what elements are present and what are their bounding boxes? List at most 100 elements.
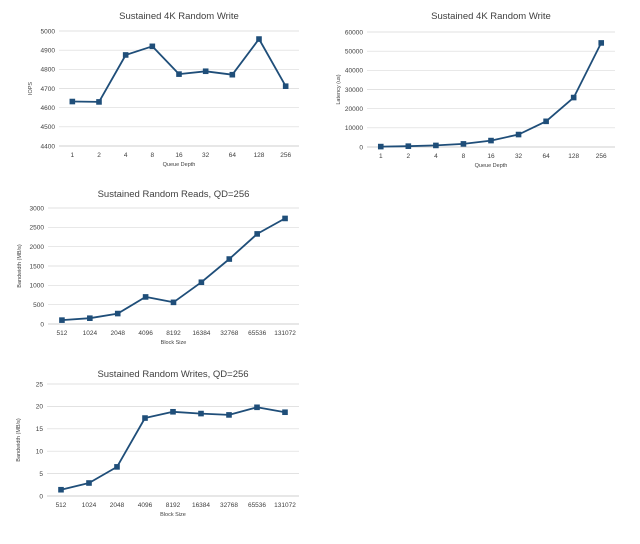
y-tick-label: 0 (40, 321, 44, 328)
chart-panel-sequential-writes: 0200400600800100012001400512102420484096… (13, 360, 640, 539)
y-tick-label: 40000 (345, 68, 363, 75)
chart-svg: 0200400600800100012001400512102420484096… (13, 369, 296, 518)
y-tick-label: 4500 (41, 124, 56, 131)
x-tick-label: 4096 (138, 330, 153, 337)
chart-panel-sequential-reads: 0100020003000400050006000512102420484096… (15, 180, 640, 360)
chart-title: Sustained Random Writes, QD=256 (97, 369, 248, 380)
y-tick-label: 1000 (30, 283, 45, 290)
data-point (142, 415, 148, 421)
data-point (460, 141, 467, 147)
data-point (96, 99, 102, 105)
chart-panel-random-write-latency: 0 10000 20000 30000 40000 50000 60000 1 2 4 8 16 32 6… (320, 0, 640, 180)
y-tick-label: 2000 (30, 244, 45, 251)
data-point (170, 299, 177, 306)
data-point (377, 143, 384, 150)
y-tick-label: 0 (39, 493, 43, 500)
data-point (226, 412, 232, 418)
x-tick-label: 8 (151, 152, 155, 159)
x-tick-label: 128 (254, 152, 265, 159)
data-point (142, 294, 149, 300)
y-tick-label: 15 (36, 426, 44, 433)
data-point (254, 404, 260, 411)
chart-panel-random-writes: 0 5 10 15 20 25 512 1024 2048 4096 8192 16384 32768 6… (0, 360, 320, 539)
x-tick-label: 64 (229, 152, 237, 159)
x-tick-label: 2 (97, 152, 101, 159)
x-tick-label: 1024 (83, 330, 98, 337)
y-tick-label: 10 (36, 449, 44, 456)
chart-svg: 4400 4500 4600 4700 4800 4900 5000 1 2 4 8 16 32 64 12… (28, 11, 299, 168)
data-point (282, 215, 288, 222)
chart-svg: 0100020003000400050006000512102420484096… (15, 189, 296, 346)
y-tick-label: 20 (36, 404, 44, 411)
x-axis-label: Block Size (161, 340, 187, 346)
y-tick-label: 5000 (41, 28, 56, 35)
chart-svg: 0 500 1000 1500 2000 2500 3000 512 1024 2048 4096 8… (17, 189, 299, 346)
y-tick-label: 25 (36, 381, 44, 388)
y-tick-label: 10000 (345, 125, 363, 132)
y-tick-label: 500 (33, 302, 44, 309)
data-point (58, 486, 64, 493)
data-point (229, 71, 236, 78)
data-point (570, 94, 577, 101)
data-point (226, 256, 233, 262)
data-point (59, 317, 65, 323)
y-tick-label: 20000 (345, 106, 363, 113)
data-point (488, 137, 494, 144)
y-tick-label: 4800 (41, 67, 56, 74)
chart-panel-random-reads: 0 500 1000 1500 2000 2500 3000 512 1024 2048 4096 8… (0, 180, 320, 360)
y-tick-label: 4600 (41, 105, 56, 112)
data-point (114, 310, 121, 317)
y-tick-label: 60000 (345, 29, 363, 36)
y-axis-label: Latency (us) (336, 74, 342, 104)
x-tick-label: 32768 (220, 330, 238, 337)
data-point (170, 408, 176, 415)
data-point (198, 279, 205, 286)
x-tick-label: 1024 (82, 502, 97, 509)
data-point (176, 71, 182, 77)
y-tick-label: 4900 (41, 47, 56, 54)
x-tick-label: 131072 (274, 330, 296, 337)
x-tick-label: 8 (462, 153, 466, 160)
y-tick-label: 4700 (41, 86, 56, 93)
x-tick-label: 65536 (248, 330, 266, 337)
x-tick-label: 32 (515, 153, 523, 160)
x-tick-label: 131072 (274, 502, 296, 509)
x-tick-label: 1 (379, 153, 383, 160)
y-tick-label: 1500 (30, 263, 45, 270)
x-axis-label: Queue Depth (163, 162, 196, 168)
x-tick-label: 2 (407, 153, 411, 160)
series-line (60, 406, 286, 491)
y-tick-label: 5 (39, 471, 43, 478)
y-axis-label: Bandwidth (MB/s) (17, 244, 23, 288)
data-point (254, 231, 260, 237)
x-tick-label: 128 (568, 153, 579, 160)
y-axis-label: IOPS (28, 82, 34, 95)
data-point (598, 40, 605, 46)
x-tick-label: 16384 (192, 330, 210, 337)
chart-svg: 0 5 10 15 20 25 512 1024 2048 4096 8192 16384 32768 6… (16, 369, 299, 518)
x-tick-label: 8192 (166, 330, 181, 337)
data-point (69, 98, 76, 105)
x-axis-label: Queue Depth (475, 163, 508, 169)
series-line (380, 42, 603, 148)
data-point (86, 480, 92, 486)
y-tick-label: 2500 (30, 225, 45, 232)
x-axis-label: Block Size (160, 512, 186, 518)
data-point (543, 118, 549, 125)
y-tick-label: 0 (359, 144, 363, 151)
y-tick-label: 3000 (30, 205, 45, 212)
x-tick-label: 2048 (110, 502, 125, 509)
x-tick-label: 32 (202, 152, 210, 159)
x-tick-label: 65536 (248, 502, 266, 509)
chart-svg: 0 10000 20000 30000 40000 50000 60000 1 2 4 8 16 32 6… (336, 11, 615, 169)
data-point (433, 142, 439, 149)
data-point (515, 131, 522, 138)
x-tick-label: 256 (596, 153, 607, 160)
y-axis-label: Bandwidth (MB/s) (16, 418, 22, 462)
data-point (202, 68, 209, 75)
series-line (72, 38, 287, 103)
data-point (256, 36, 262, 42)
chart-title: Sustained Random Reads, QD=256 (98, 189, 250, 200)
x-tick-label: 512 (56, 502, 67, 509)
